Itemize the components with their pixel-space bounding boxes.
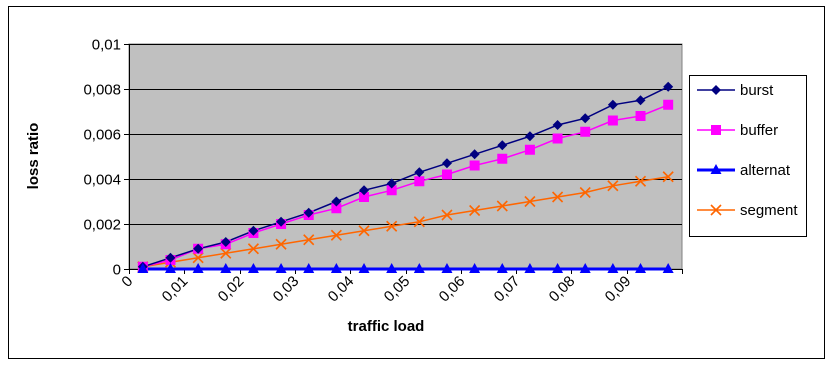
data-point-alternat [469,263,481,273]
data-point-alternat [358,263,370,273]
data-point-burst [635,95,646,106]
data-point-segment [220,247,232,259]
y-tick-label: 0,01 [92,37,121,54]
data-point-segment [275,238,287,250]
data-point-burst [663,81,674,92]
data-point-alternat [275,263,287,273]
data-point-alternat [386,263,398,273]
data-point-segment [247,243,259,255]
data-point-alternat [247,263,259,273]
data-point-buffer [331,203,342,214]
data-point-segment [662,171,674,183]
data-point-segment [579,186,591,199]
data-point-alternat [607,263,619,273]
data-point-alternat [413,263,425,273]
data-point-burst [469,149,480,160]
data-point-burst [386,178,397,189]
y-tick-label: 0,006 [83,127,121,144]
data-point-alternat [579,263,591,273]
data-point-alternat [137,263,149,273]
legend-label-buffer: buffer [740,122,778,139]
data-point-buffer [580,126,591,137]
legend-marker-buffer [711,125,721,135]
series-markers [137,81,674,273]
data-point-alternat [192,263,204,273]
data-point-buffer [497,153,508,164]
data-point-segment [496,200,508,212]
y-tick-label: 0,002 [83,217,121,234]
data-point-burst [193,243,204,254]
x-axis-title: traffic load [348,318,425,335]
plot-background [128,43,683,270]
data-point-alternat [164,263,176,273]
data-point-buffer [552,133,563,144]
data-point-segment [607,180,619,192]
data-point-segment [552,191,564,203]
data-point-buffer [414,176,425,187]
y-axis-title: loss ratio [25,123,42,190]
grid-lines [129,44,682,225]
data-point-burst [524,131,535,142]
y-axis: 0 0,002 0,004 0,006 0,008 0,01 [83,37,130,279]
legend: burst buffer alternat segment [689,75,807,237]
data-point-segment [469,204,481,217]
data-point-alternat [524,263,536,273]
data-point-segment [441,209,453,221]
legend-label-alternat: alternat [740,162,791,179]
data-point-segment [634,175,647,187]
data-point-segment [413,216,425,228]
legend-marker-segment [710,204,722,216]
data-point-burst [331,196,342,207]
data-point-burst [607,99,618,110]
legend-marker-alternat [710,164,722,174]
data-point-buffer [607,115,618,126]
data-point-burst [497,140,508,151]
data-point-buffer [524,144,535,155]
data-point-buffer [663,99,674,110]
data-point-buffer [386,185,397,196]
data-point-buffer [359,192,370,202]
data-point-burst [552,120,563,130]
data-point-alternat [662,263,674,273]
data-point-segment [192,252,204,264]
y-tick-label: 0,008 [83,82,121,99]
data-point-segment [358,225,370,237]
legend-marker-burst [711,85,721,95]
data-point-buffer [635,111,646,121]
data-point-alternat [635,263,647,273]
y-tick-label: 0,004 [83,172,121,189]
legend-label-segment: segment [740,202,798,219]
data-point-burst [165,252,176,263]
data-point-segment [330,229,342,241]
data-point-burst [248,225,259,236]
data-point-burst [220,237,231,247]
data-point-burst [303,207,314,218]
data-point-segment [386,220,398,232]
data-point-alternat [552,263,564,273]
data-point-segment [303,234,315,246]
data-point-alternat [303,263,315,273]
y-tick-label: 0 [113,262,121,279]
series-line-segment [142,176,669,268]
data-point-segment [524,195,536,208]
data-point-buffer [469,160,480,171]
data-point-alternat [496,263,508,273]
data-point-burst [580,113,591,124]
data-point-alternat [441,263,453,273]
data-point-buffer [441,169,452,180]
data-point-burst [276,216,287,227]
data-point-burst [414,167,425,178]
legend-label-burst: burst [740,82,774,99]
data-point-alternat [330,263,342,273]
data-point-burst [359,185,370,196]
data-point-burst [441,158,452,169]
data-point-alternat [220,263,232,273]
